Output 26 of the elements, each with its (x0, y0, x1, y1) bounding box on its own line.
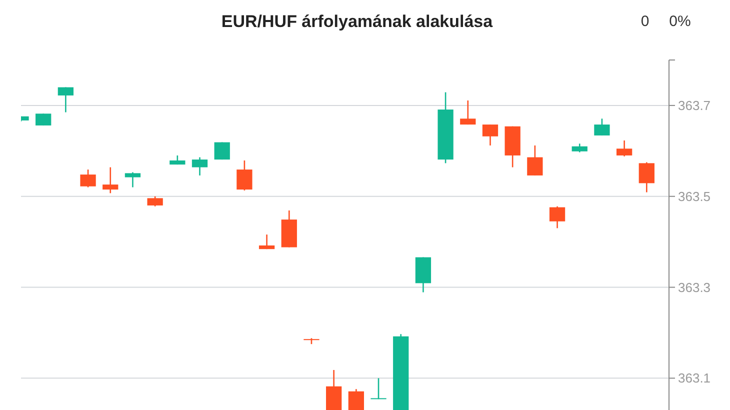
candlestick (326, 369, 342, 410)
y-tick-label: 363.7 (678, 98, 711, 114)
text: 0 (640, 13, 650, 30)
candlestick (638, 162, 654, 193)
candlestick (102, 166, 118, 194)
candlestick (36, 112, 52, 126)
candlestick (258, 234, 275, 250)
y-tick-label: 363.3 (678, 280, 711, 295)
y-tick-label: 363.5 (678, 188, 711, 204)
candlestick (527, 144, 543, 176)
candlestick (124, 172, 141, 188)
text: 0% (669, 13, 691, 30)
candlestick (482, 124, 498, 146)
candlestick (58, 86, 74, 113)
candlestick (236, 160, 252, 192)
candlestick (192, 156, 208, 176)
chart-title: EUR/HUF árfolyamának alakulása (221, 12, 494, 31)
candlestick (370, 378, 386, 400)
candlestick (147, 196, 163, 208)
candlestick (616, 140, 632, 158)
y-tick-label: 363.1 (678, 370, 711, 386)
candlestick (594, 118, 610, 136)
candlestick (80, 168, 96, 188)
candlestick (460, 100, 476, 126)
candlestick (549, 206, 566, 229)
candlestick (348, 388, 364, 410)
